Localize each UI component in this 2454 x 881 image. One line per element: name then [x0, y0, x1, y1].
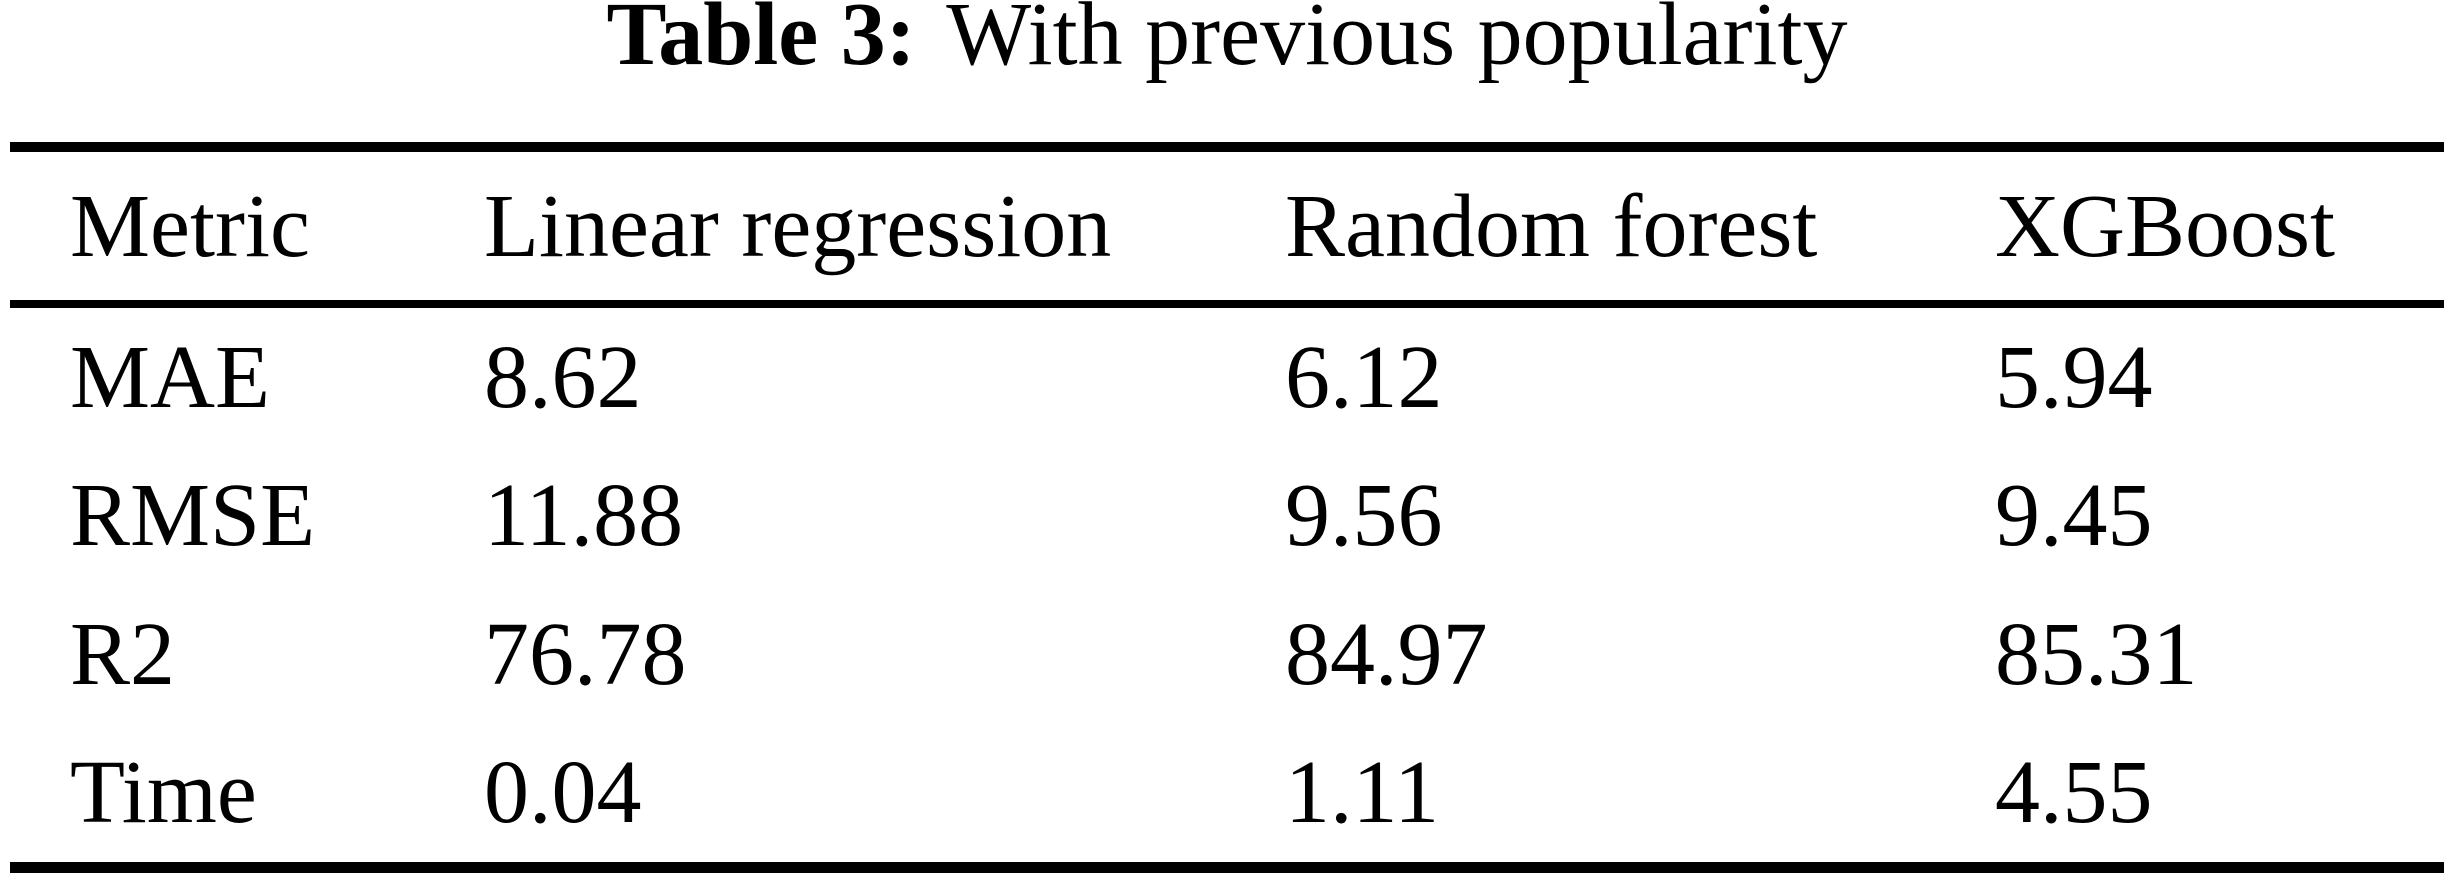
value-cell: 84.97: [1285, 604, 1488, 704]
column-header-linear-regression: Linear regression: [484, 176, 1112, 276]
value-cell: 1.11: [1285, 743, 1440, 843]
column-header-xgboost: XGBoost: [1995, 176, 2336, 276]
value-cell: 6.12: [1285, 327, 1443, 427]
value-cell: 11.88: [484, 466, 684, 566]
caption-label: Table 3:: [606, 0, 916, 84]
value-cell: 9.56: [1285, 466, 1443, 566]
value-cell: 9.45: [1995, 466, 2153, 566]
table-row: R2 76.78 84.97 85.31: [10, 585, 2444, 724]
table-header-row: Metric Linear regression Random forest X…: [10, 152, 2444, 308]
value-cell: 76.78: [484, 604, 687, 704]
metric-label: RMSE: [70, 466, 316, 566]
value-cell: 4.55: [1995, 743, 2153, 843]
caption-text: With previous popularity: [946, 0, 1848, 84]
table-row: RMSE 11.88 9.56 9.45: [10, 447, 2444, 586]
table-row: Time 0.04 1.11 4.55: [10, 724, 2444, 863]
column-header-metric: Metric: [70, 176, 310, 276]
value-cell: 85.31: [1995, 604, 2198, 704]
metric-label: Time: [70, 743, 257, 843]
results-table: Metric Linear regression Random forest X…: [10, 142, 2444, 873]
value-cell: 0.04: [484, 743, 642, 843]
table-caption: Table 3: With previous popularity: [0, 0, 2454, 95]
metric-label: R2: [70, 604, 176, 704]
value-cell: 5.94: [1995, 327, 2153, 427]
metric-label: MAE: [70, 327, 270, 427]
table-row: MAE 8.62 6.12 5.94: [10, 308, 2444, 447]
column-header-random-forest: Random forest: [1285, 176, 1818, 276]
value-cell: 8.62: [484, 327, 642, 427]
